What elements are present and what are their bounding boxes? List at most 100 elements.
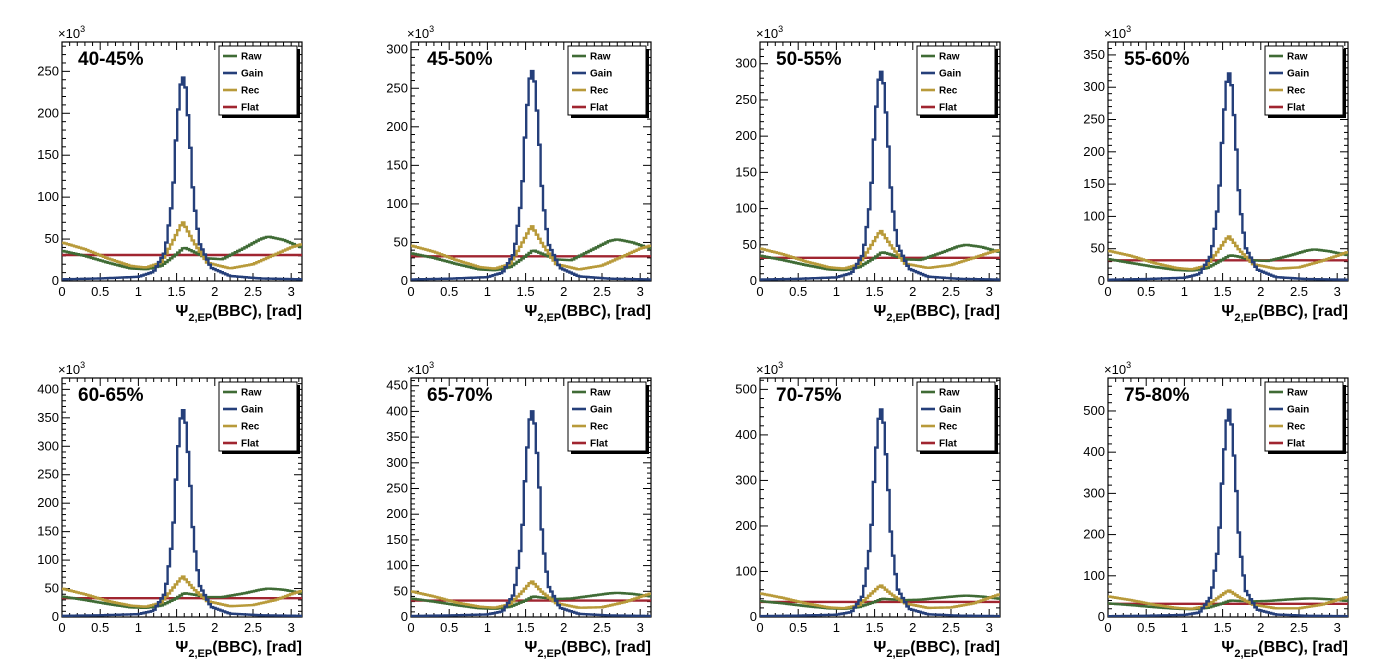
x-tick-label: 3 bbox=[1334, 284, 1341, 299]
y-tick-label: 200 bbox=[37, 495, 59, 510]
legend-label-gain: Gain bbox=[939, 405, 961, 416]
legend-label-flat: Flat bbox=[939, 439, 957, 450]
legend-label-gain: Gain bbox=[590, 405, 612, 416]
series-raw-line bbox=[62, 587, 302, 610]
legend-label-rec: Rec bbox=[590, 422, 609, 433]
x-axis-title: Ψ2,EP(BBC), [rad] bbox=[524, 639, 651, 660]
series-rec-line bbox=[62, 221, 302, 270]
x-tick-label: 1.5 bbox=[168, 284, 186, 299]
series-rec-line bbox=[1108, 235, 1348, 271]
x-tick-label: 3 bbox=[1334, 620, 1341, 635]
y-tick-label: 0 bbox=[52, 609, 59, 624]
panel-label: 45-50% bbox=[427, 49, 493, 70]
legend-label-rec: Rec bbox=[1287, 422, 1306, 433]
panel-label: 40-45% bbox=[78, 49, 144, 70]
y-tick-label: 150 bbox=[386, 157, 408, 172]
x-tick-label: 1 bbox=[1181, 620, 1188, 635]
legend-label-flat: Flat bbox=[939, 103, 957, 114]
legend-label-raw: Raw bbox=[1287, 52, 1308, 63]
legend-label-raw: Raw bbox=[241, 52, 262, 63]
legend-box bbox=[567, 381, 647, 452]
legend-label-gain: Gain bbox=[1287, 69, 1309, 80]
x-tick-label: 2 bbox=[909, 284, 916, 299]
x-tick-label: 2 bbox=[909, 620, 916, 635]
x-tick-label: 2 bbox=[211, 620, 218, 635]
y-tick-label: 0 bbox=[401, 273, 408, 288]
legend-label-rec: Rec bbox=[590, 86, 609, 97]
legend-label-rec: Rec bbox=[939, 86, 958, 97]
plot-frame bbox=[759, 41, 1001, 282]
y-tick-label: 500 bbox=[1083, 403, 1105, 418]
x-tick-label: 2.5 bbox=[244, 620, 262, 635]
x-tick-label: 2.5 bbox=[1290, 284, 1308, 299]
panel-40-45%: 0 0.5 1 1.5 2 2.5 3 0 50 100 150 200 250 ×103 Ψ2,EP(BB… bbox=[37, 24, 303, 324]
y-tick-label: 250 bbox=[386, 80, 408, 95]
legend-label-flat: Flat bbox=[590, 103, 608, 114]
series-gain-line bbox=[411, 410, 651, 617]
legend-box bbox=[218, 381, 298, 452]
y-tick-label: 0 bbox=[1098, 609, 1105, 624]
legend-box bbox=[1264, 381, 1344, 452]
x-tick-label: 2 bbox=[1257, 620, 1264, 635]
x-tick-label: 1.5 bbox=[517, 620, 535, 635]
y-tick-label: 300 bbox=[386, 42, 408, 57]
x-tick-label: 1 bbox=[135, 284, 142, 299]
x-tick-label: 0.5 bbox=[440, 620, 458, 635]
panel-65-70%: 0 0.5 1 1.5 2 2.5 3 0 50 100 150 200 250 300 350 400 450… bbox=[386, 360, 652, 660]
y-multiplier-label: ×103 bbox=[1104, 360, 1131, 377]
y-tick-label: 150 bbox=[386, 532, 408, 547]
y-tick-label: 50 bbox=[45, 581, 59, 596]
y-tick-label: 400 bbox=[1083, 444, 1105, 459]
y-tick-label: 200 bbox=[37, 105, 59, 120]
legend-label-rec: Rec bbox=[241, 422, 260, 433]
panel-55-60%: 0 0.5 1 1.5 2 2.5 3 0 50 100 150 200 250 300 350 ×103 Ψ2… bbox=[1083, 24, 1349, 324]
series-gain-line bbox=[1108, 72, 1348, 281]
panel-50-55%: 0 0.5 1 1.5 2 2.5 3 0 50 100 150 200 250 300 ×103 Ψ2,EP… bbox=[735, 24, 1001, 324]
x-tick-label: 2.5 bbox=[942, 620, 960, 635]
panel-label: 60-65% bbox=[78, 385, 144, 406]
x-tick-label: 1.5 bbox=[1214, 620, 1232, 635]
legend-box bbox=[218, 45, 298, 116]
x-axis-title: Ψ2,EP(BBC), [rad] bbox=[1221, 639, 1348, 660]
legend-label-raw: Raw bbox=[1287, 388, 1308, 399]
x-tick-label: 1.5 bbox=[866, 620, 884, 635]
legend-label-flat: Flat bbox=[241, 439, 259, 450]
x-tick-label: 2.5 bbox=[244, 284, 262, 299]
y-tick-label: 200 bbox=[386, 119, 408, 134]
panel-60-65%: 0 0.5 1 1.5 2 2.5 3 0 50 100 150 200 250 300 350 400 ×10… bbox=[37, 360, 303, 660]
y-tick-label: 50 bbox=[743, 237, 757, 252]
y-tick-label: 100 bbox=[735, 563, 757, 578]
y-tick-label: 350 bbox=[37, 410, 59, 425]
y-tick-label: 0 bbox=[750, 609, 757, 624]
x-tick-label: 1.5 bbox=[168, 620, 186, 635]
y-tick-label: 300 bbox=[1083, 79, 1105, 94]
panel-70-75%: 0 0.5 1 1.5 2 2.5 3 0 100 200 300 400 500 ×103 Ψ2,EP(B… bbox=[735, 360, 1001, 660]
y-multiplier-label: ×103 bbox=[58, 360, 85, 377]
y-tick-label: 300 bbox=[386, 455, 408, 470]
y-tick-label: 450 bbox=[386, 378, 408, 393]
x-tick-label: 0 bbox=[1104, 620, 1111, 635]
y-tick-label: 0 bbox=[1098, 273, 1105, 288]
y-tick-label: 250 bbox=[37, 63, 59, 78]
x-tick-label: 0.5 bbox=[789, 284, 807, 299]
y-tick-label: 250 bbox=[386, 481, 408, 496]
x-tick-label: 0.5 bbox=[789, 620, 807, 635]
y-tick-label: 100 bbox=[1083, 208, 1105, 223]
y-tick-label: 300 bbox=[735, 56, 757, 71]
panel-label: 75-80% bbox=[1124, 385, 1190, 406]
x-tick-label: 0 bbox=[1104, 284, 1111, 299]
legend-label-gain: Gain bbox=[1287, 405, 1309, 416]
x-tick-label: 0 bbox=[58, 620, 65, 635]
x-tick-label: 2 bbox=[1257, 284, 1264, 299]
y-tick-label: 200 bbox=[1083, 144, 1105, 159]
y-tick-label: 400 bbox=[735, 427, 757, 442]
x-tick-label: 1.5 bbox=[866, 284, 884, 299]
y-tick-label: 0 bbox=[750, 273, 757, 288]
series-raw-line bbox=[1108, 597, 1348, 611]
x-tick-label: 0.5 bbox=[1137, 620, 1155, 635]
x-tick-label: 1 bbox=[484, 284, 491, 299]
x-tick-label: 1.5 bbox=[1214, 284, 1232, 299]
y-tick-label: 300 bbox=[735, 472, 757, 487]
legend-label-flat: Flat bbox=[590, 439, 608, 450]
